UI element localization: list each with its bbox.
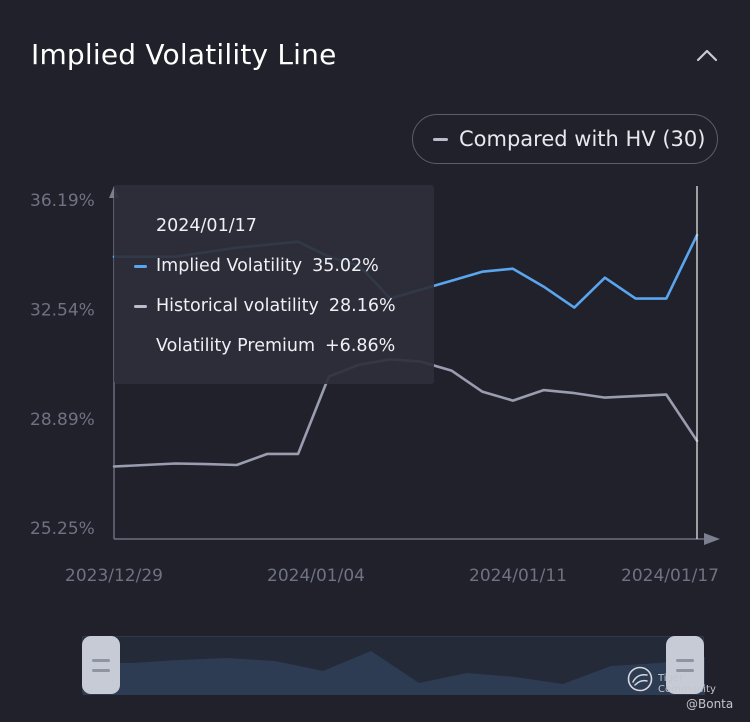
drag-handle-icon	[676, 669, 694, 672]
hv-legend-swatch	[433, 137, 448, 141]
tooltip-row-premium: Volatility Premium +6.86%	[156, 336, 395, 356]
tooltip-iv-swatch	[134, 264, 147, 268]
tiger-logo-icon	[627, 666, 653, 692]
collapse-button[interactable]	[694, 46, 720, 66]
range-track	[82, 636, 705, 695]
drag-handle-icon	[676, 659, 694, 662]
drag-handle-icon	[92, 669, 110, 672]
tooltip-hv-label: Historical volatility	[156, 296, 319, 316]
tooltip-iv-label: Implied Volatility	[156, 256, 303, 276]
range-selector[interactable]	[82, 636, 705, 695]
x-tick-label: 2024/01/04	[267, 566, 365, 586]
volatility-chart[interactable]: 36.19% 32.54% 28.89% 25.25% 2023/12/29 2024/…	[0, 170, 750, 600]
tooltip-iv-value: 35.02%	[312, 256, 379, 276]
x-axis-arrow	[704, 533, 720, 545]
drag-handle-icon	[92, 659, 110, 662]
y-tick-label: 25.25%	[30, 519, 95, 539]
compare-hv-label: Compared with HV (30)	[459, 127, 706, 151]
x-axis-ticks: 2023/12/29 2024/01/04 2024/01/11 2024/01/17	[65, 566, 719, 586]
tooltip-row-hv: Historical volatility 28.16%	[134, 296, 396, 316]
compare-hv-toggle[interactable]: Compared with HV (30)	[412, 114, 718, 164]
y-tick-label: 28.89%	[30, 410, 95, 430]
tooltip-premium-label: Volatility Premium	[156, 336, 316, 356]
x-tick-label: 2023/12/29	[65, 566, 163, 586]
y-tick-label: 32.54%	[30, 300, 95, 320]
x-tick-label: 2024/01/11	[469, 566, 567, 586]
tooltip-date: 2024/01/17	[156, 216, 257, 236]
tooltip-hv-value: 28.16%	[328, 296, 396, 316]
range-right-handle[interactable]	[666, 636, 704, 694]
y-tick-label: 36.19%	[30, 191, 95, 211]
tooltip-premium-value: +6.86%	[325, 336, 396, 356]
chevron-up-icon	[696, 49, 718, 62]
watermark-user: @Bonta	[686, 697, 734, 711]
tooltip-hv-swatch	[134, 304, 147, 308]
range-left-handle[interactable]	[82, 636, 120, 694]
y-axis-ticks: 36.19% 32.54% 28.89% 25.25%	[30, 191, 95, 539]
watermark-brand: Tiger Community	[658, 673, 716, 695]
watermark: Tiger Community @Bonta	[627, 664, 737, 714]
x-tick-label: 2024/01/17	[621, 566, 719, 586]
chart-tooltip: 2024/01/17 Implied Volatility 35.02% His…	[114, 185, 434, 384]
page-title: Implied Volatility Line	[31, 38, 337, 71]
tooltip-row-iv: Implied Volatility 35.02%	[134, 256, 379, 276]
range-preview-sparkline	[83, 651, 705, 695]
